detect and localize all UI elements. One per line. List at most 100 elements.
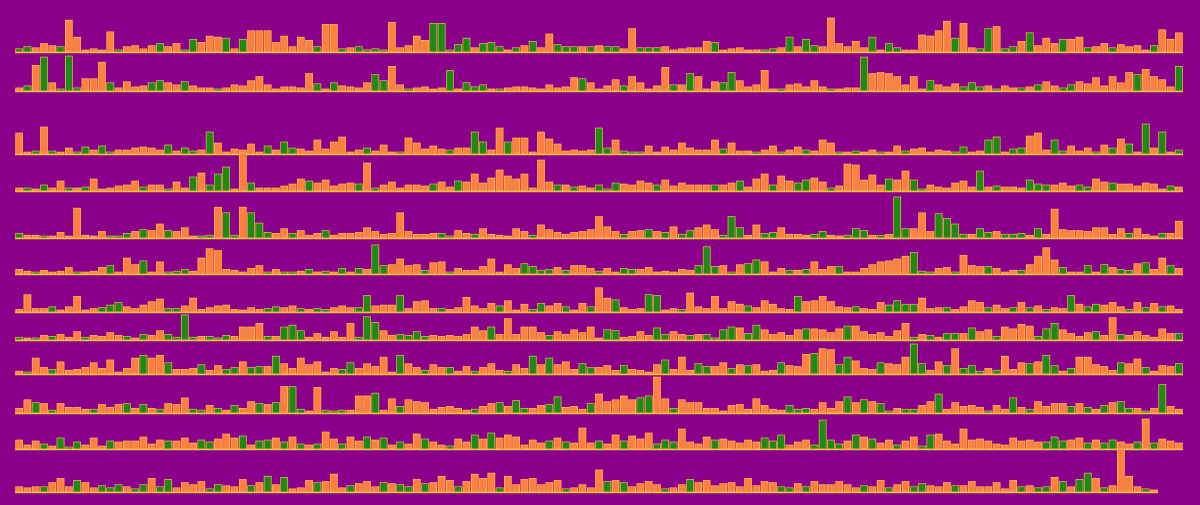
bar	[1150, 407, 1158, 414]
bar	[504, 264, 512, 275]
bar	[122, 335, 131, 341]
bar	[595, 270, 603, 275]
bar	[909, 486, 918, 493]
bar	[1017, 362, 1026, 375]
bar	[1175, 149, 1183, 155]
bar	[769, 303, 777, 313]
bar	[686, 441, 694, 450]
bar	[56, 437, 65, 450]
bar	[1075, 150, 1084, 155]
bar	[454, 370, 463, 375]
bar	[520, 173, 529, 192]
bar	[313, 361, 322, 375]
bar	[371, 305, 380, 313]
bar	[371, 74, 380, 92]
bar	[1158, 328, 1167, 341]
bar	[437, 475, 446, 493]
bar	[1141, 418, 1150, 450]
bar	[885, 73, 893, 92]
bar	[122, 233, 131, 239]
bar	[967, 327, 976, 341]
bar	[727, 216, 736, 239]
bar	[1150, 147, 1158, 155]
bar	[926, 80, 935, 92]
bar	[876, 302, 885, 313]
bar	[628, 184, 636, 192]
bar	[876, 72, 885, 92]
bar	[23, 187, 32, 192]
bar	[106, 151, 115, 155]
bar-row-6	[15, 244, 1183, 276]
bar	[354, 307, 363, 313]
bar	[918, 88, 926, 92]
bar	[827, 301, 835, 313]
bar	[818, 329, 827, 341]
bar	[669, 149, 678, 155]
bar	[197, 87, 206, 92]
bar	[15, 233, 23, 239]
bar	[702, 88, 711, 92]
bar	[272, 402, 280, 414]
bar-row-3	[15, 123, 1183, 156]
bar-row-10	[15, 376, 1183, 415]
bar	[1133, 358, 1142, 375]
bar	[893, 330, 902, 341]
bar	[603, 226, 612, 239]
bar	[1092, 46, 1100, 53]
bar	[620, 482, 628, 493]
bar	[330, 307, 338, 313]
bar	[802, 269, 810, 275]
bar	[702, 407, 711, 414]
bar	[172, 308, 181, 313]
bar	[628, 399, 636, 414]
bar	[1059, 403, 1067, 414]
bar	[338, 48, 347, 53]
chart-rows	[15, 17, 1183, 494]
bar	[992, 369, 1001, 375]
bar	[1092, 77, 1100, 92]
bar	[48, 482, 57, 493]
bar	[661, 179, 670, 192]
bar	[106, 31, 115, 53]
bar	[1050, 436, 1059, 450]
bar	[172, 440, 181, 450]
bar	[230, 367, 239, 375]
bar	[885, 335, 893, 341]
bar	[23, 270, 32, 275]
bar	[528, 478, 537, 493]
bar	[1108, 147, 1117, 155]
bar	[437, 335, 446, 341]
bar	[388, 181, 396, 192]
bar	[959, 333, 968, 341]
bar	[164, 188, 173, 192]
bar	[1017, 440, 1026, 450]
bar	[412, 433, 421, 450]
bar	[454, 268, 463, 275]
bar	[752, 49, 761, 53]
bar	[1025, 325, 1034, 341]
bar	[553, 232, 562, 239]
bar	[620, 395, 628, 414]
bar	[967, 82, 976, 92]
bar	[520, 303, 529, 313]
bar	[180, 314, 189, 341]
bar	[346, 151, 355, 155]
bar	[479, 141, 487, 155]
bar	[644, 481, 653, 493]
bar	[446, 186, 454, 192]
bar	[214, 407, 222, 414]
bar	[147, 82, 156, 92]
bar	[1042, 233, 1051, 239]
bar	[321, 148, 330, 155]
bar	[967, 365, 976, 375]
bar	[1067, 271, 1076, 275]
bar	[495, 487, 504, 493]
bar	[1108, 302, 1117, 313]
bar	[677, 48, 686, 53]
bar	[735, 404, 744, 414]
bar	[238, 361, 247, 375]
bar	[288, 86, 297, 92]
bar	[106, 235, 115, 239]
bar	[1025, 135, 1034, 155]
bar	[951, 485, 960, 493]
